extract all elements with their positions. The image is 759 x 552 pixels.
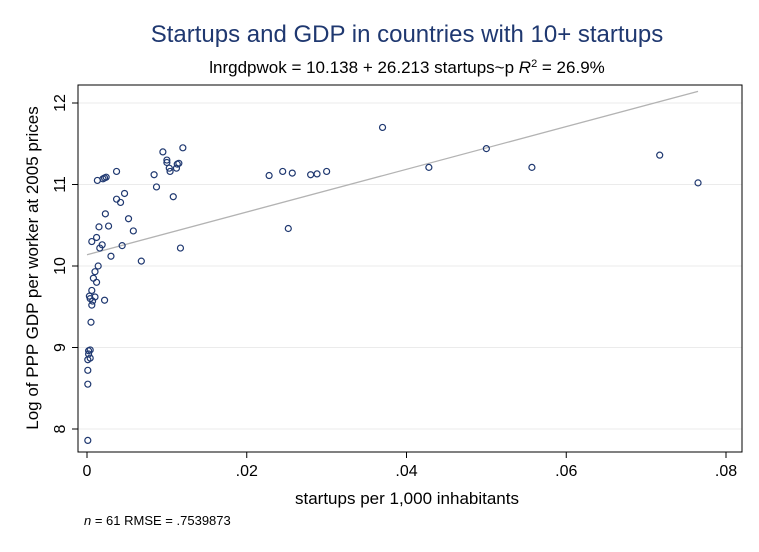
data-point bbox=[323, 167, 331, 176]
data-point bbox=[425, 163, 433, 171]
y-tick-label: 9 bbox=[52, 343, 69, 352]
data-point bbox=[84, 380, 92, 388]
data-point bbox=[179, 144, 187, 152]
data-point bbox=[265, 171, 273, 180]
data-point bbox=[86, 354, 94, 362]
data-point bbox=[87, 318, 95, 326]
x-axis: 0 .02 .04 .06 .08 bbox=[83, 452, 737, 480]
x-tick-label: 0 bbox=[83, 463, 92, 480]
data-point bbox=[91, 268, 99, 276]
data-point bbox=[313, 170, 321, 178]
x-tick-label: .06 bbox=[555, 463, 577, 480]
data-point bbox=[279, 167, 287, 176]
data-point bbox=[84, 350, 93, 358]
footnote: n = 61 RMSE = .7539873 bbox=[84, 513, 231, 528]
x-tick-label: .02 bbox=[236, 463, 258, 480]
data-point bbox=[100, 296, 109, 304]
data-point bbox=[107, 252, 115, 260]
data-point bbox=[112, 167, 121, 176]
plot-area bbox=[77, 84, 743, 453]
plot-frame bbox=[77, 84, 743, 453]
n-value: = 61 bbox=[91, 513, 120, 528]
data-point bbox=[92, 233, 101, 242]
gridlines bbox=[78, 102, 742, 430]
data-point bbox=[104, 222, 113, 230]
data-point bbox=[91, 293, 99, 301]
data-point bbox=[84, 436, 92, 445]
data-point bbox=[88, 286, 96, 295]
chart-title: Startups and GDP in countries with 10+ s… bbox=[151, 21, 664, 48]
r2-symbol: R bbox=[519, 58, 531, 77]
fit-line bbox=[86, 90, 699, 256]
regression-equation: lnrgdpwok = 10.138 + 26.213 startups~p bbox=[209, 58, 514, 77]
data-point bbox=[528, 163, 536, 171]
data-point bbox=[159, 148, 167, 156]
data-point bbox=[94, 262, 102, 270]
x-tick-label: .04 bbox=[395, 463, 417, 480]
data-point bbox=[120, 189, 129, 198]
data-point bbox=[118, 242, 126, 250]
data-point bbox=[102, 173, 110, 181]
data-point bbox=[165, 164, 173, 172]
data-point bbox=[129, 227, 137, 235]
data-point bbox=[163, 158, 171, 167]
y-axis: 8 9 10 11 12 bbox=[52, 94, 78, 433]
data-point bbox=[656, 151, 664, 159]
y-tick-label: 10 bbox=[52, 257, 69, 275]
data-point bbox=[176, 244, 185, 252]
data-point bbox=[124, 215, 133, 223]
y-tick-label: 11 bbox=[52, 176, 69, 193]
data-point bbox=[163, 156, 171, 164]
r2-value: = 26.9% bbox=[537, 58, 605, 77]
data-point bbox=[92, 278, 101, 286]
data-point bbox=[378, 123, 387, 132]
scatter-points bbox=[84, 123, 702, 445]
data-point bbox=[101, 210, 109, 218]
data-point bbox=[86, 346, 94, 354]
y-tick-label: 8 bbox=[52, 424, 69, 433]
data-point bbox=[166, 167, 174, 176]
r2-superscript: 2 bbox=[531, 58, 537, 70]
data-point bbox=[482, 145, 490, 153]
data-point bbox=[137, 257, 145, 265]
data-point bbox=[288, 169, 296, 177]
data-point bbox=[88, 301, 96, 309]
chart-subtitle: lnrgdpwok = 10.138 + 26.213 startups~p R… bbox=[209, 58, 605, 77]
data-point bbox=[98, 241, 106, 249]
data-point bbox=[88, 237, 96, 246]
data-point bbox=[284, 224, 292, 233]
n-symbol: n bbox=[84, 513, 91, 528]
data-point bbox=[152, 183, 161, 191]
y-axis-label: Log of PPP GDP per worker at 2005 prices bbox=[23, 106, 42, 430]
data-point bbox=[150, 171, 158, 179]
data-point bbox=[84, 366, 92, 374]
data-point bbox=[694, 179, 702, 187]
y-tick-label: 12 bbox=[52, 94, 69, 112]
x-tick-label: .08 bbox=[715, 463, 737, 480]
data-point bbox=[95, 223, 103, 231]
data-point bbox=[116, 198, 125, 207]
x-axis-label: startups per 1,000 inhabitants bbox=[295, 489, 519, 508]
rmse-text: RMSE = .7539873 bbox=[124, 513, 231, 528]
data-point bbox=[175, 159, 183, 167]
data-point bbox=[169, 193, 177, 201]
